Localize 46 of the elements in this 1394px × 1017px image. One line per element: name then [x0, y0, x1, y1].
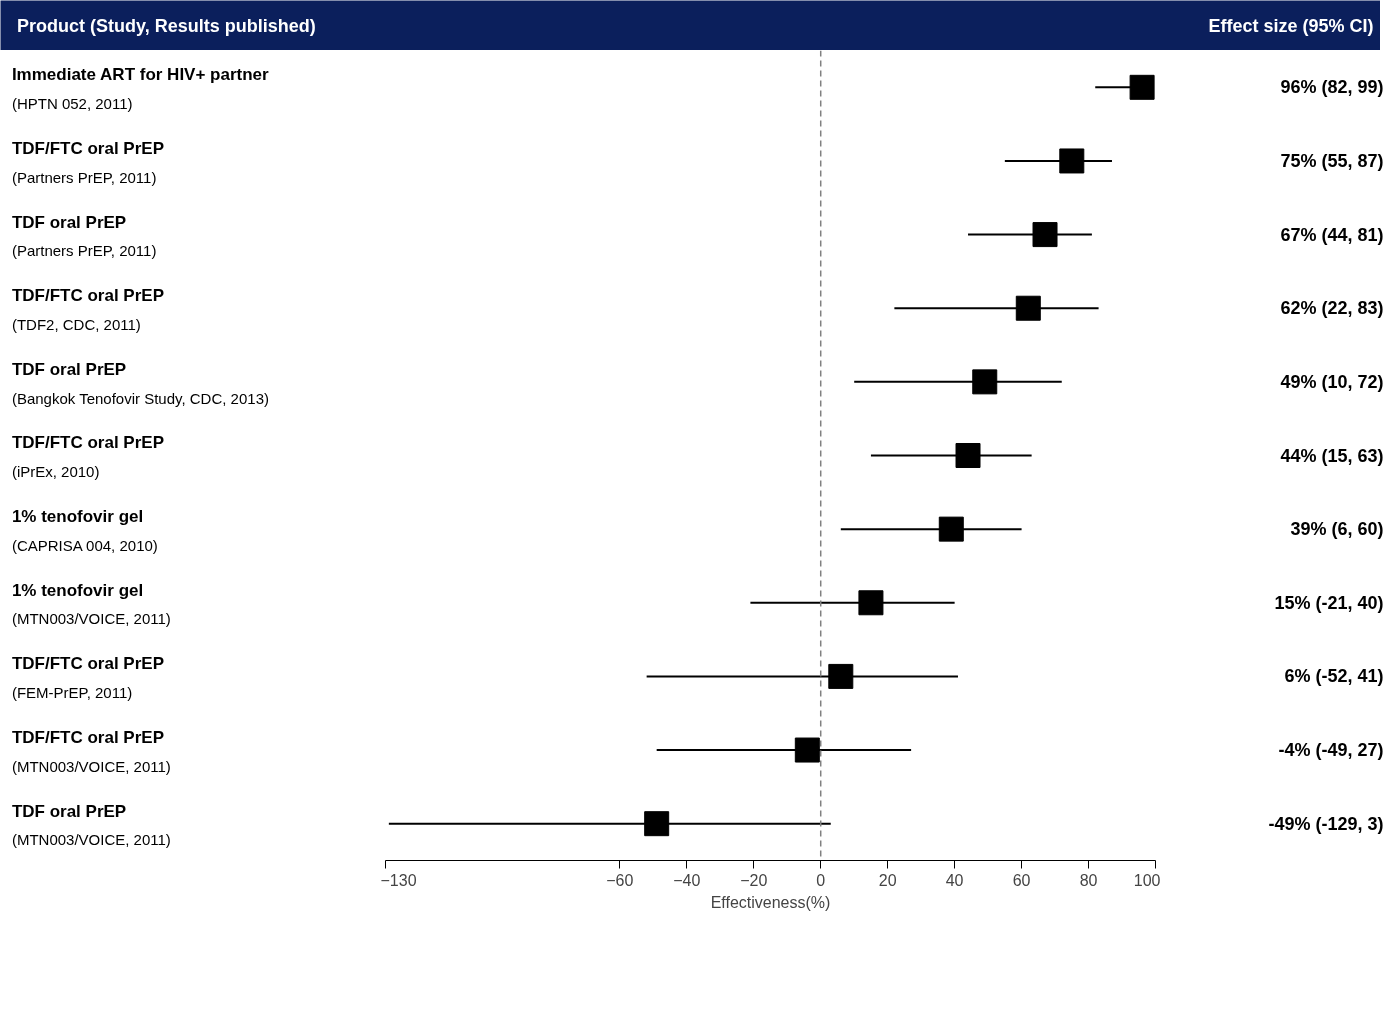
- y-tick-label: TDF oral PrEP (Partners PrEP, 2011): [11, 212, 157, 260]
- point: [644, 811, 670, 837]
- data-label: 6% (-52, 41): [1284, 666, 1384, 687]
- x-tick-label: −20: [740, 871, 768, 889]
- x-tick-label: 80: [1079, 871, 1098, 889]
- point: [828, 663, 854, 689]
- point: [1015, 295, 1041, 321]
- data-label: 96% (82, 99): [1280, 77, 1384, 98]
- data-label: 15% (-21, 40): [1274, 592, 1384, 613]
- data-label: 75% (55, 87): [1280, 150, 1384, 171]
- point: [938, 516, 964, 542]
- y-tick-label: TDF/FTC oral PrEP (iPrEx, 2010): [11, 433, 164, 481]
- data-label: 49% (10, 72): [1280, 371, 1384, 392]
- point: [1059, 148, 1085, 174]
- y-tick-label: Immediate ART for HIV+ partner (HPTN 052, 2011): [11, 65, 270, 113]
- point: [955, 443, 981, 468]
- x-tick-label: 40: [945, 871, 964, 889]
- data-label: 39% (6, 60): [1290, 519, 1384, 540]
- y-tick-label: TDF oral PrEP (Bangkok Tenofovir Study, CDC, 2013): [11, 359, 269, 407]
- point: [858, 590, 884, 616]
- x-tick-label: 100: [1133, 871, 1161, 889]
- y-tick-label: TDF/FTC oral PrEP (TDF2, CDC, 2011): [11, 286, 164, 333]
- point: [972, 369, 998, 395]
- point: [1129, 74, 1155, 100]
- point: [1032, 222, 1058, 248]
- x-tick-label: 0: [816, 871, 826, 889]
- data-label: 67% (44, 81): [1280, 224, 1384, 245]
- x-tick-label: 60: [1012, 871, 1031, 889]
- y-tick-label: TDF oral PrEP (MTN003/VOICE, 2011): [11, 801, 171, 849]
- data-label: 44% (15, 63): [1280, 445, 1384, 466]
- y-tick-label: TDF/FTC oral PrEP (FEM-PrEP, 2011): [11, 654, 164, 702]
- y-tick-label: 1% tenofovir gel (MTN003/VOICE, 2011): [11, 580, 171, 628]
- y-axis-title: Product (Study, Results published): [17, 15, 316, 36]
- y-tick-label: TDF/FTC oral PrEP (Partners PrEP, 2011): [11, 138, 164, 186]
- x-tick-label: 20: [878, 871, 897, 889]
- x-axis-title: Effectiveness(%): [710, 893, 831, 911]
- y2-axis-title: Effect size (95% CI): [1208, 15, 1374, 36]
- data-label: -49% (-129, 3): [1268, 813, 1384, 834]
- y-tick-label: TDF/FTC oral PrEP (MTN003/VOICE, 2011): [11, 728, 171, 775]
- data-label: 62% (22, 83): [1280, 298, 1384, 319]
- x-tick-label: −60: [606, 871, 634, 889]
- point: [794, 737, 820, 763]
- x-tick-label: −130: [380, 871, 417, 889]
- data-label: -4% (-49, 27): [1278, 740, 1384, 761]
- y-tick-label: 1% tenofovir gel (CAPRISA 004, 2010): [11, 507, 158, 554]
- x-tick-label: −40: [673, 871, 701, 889]
